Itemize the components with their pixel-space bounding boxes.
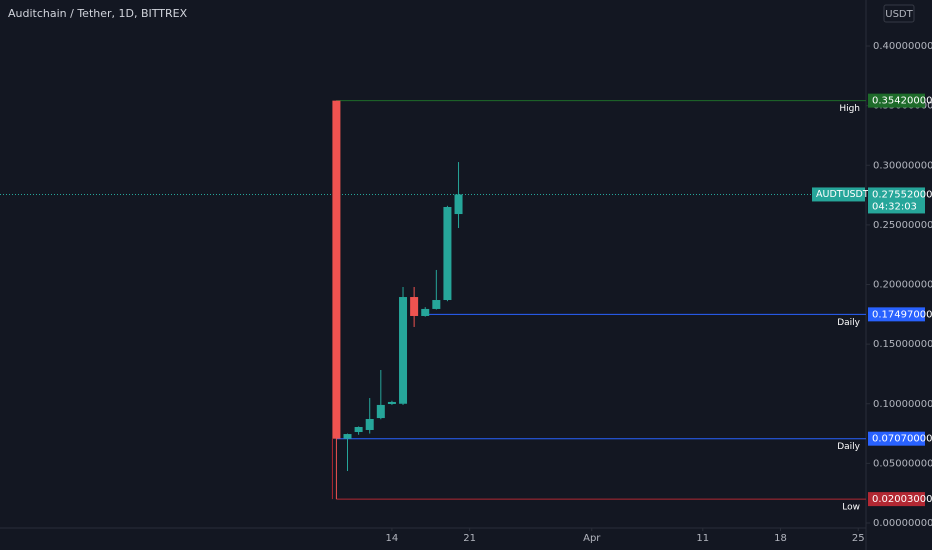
y-tick-label: 0.10000000 — [873, 399, 932, 410]
x-tick-label: Apr — [583, 533, 601, 544]
candle-body — [432, 300, 441, 309]
level-price-label: 0.35420000 — [872, 96, 932, 107]
x-tick-label: 25 — [852, 533, 865, 544]
y-tick-label: 0.40000000 — [873, 41, 932, 52]
candle-body — [454, 194, 463, 215]
y-tick-label: 0.25000000 — [873, 220, 932, 231]
countdown-label: 04:32:03 — [872, 201, 917, 212]
x-tick-label: 11 — [696, 533, 709, 544]
candle-body — [443, 207, 452, 301]
level-price-label: 0.07070000 — [872, 434, 932, 445]
x-tick-label: 14 — [386, 533, 399, 544]
candle-body — [354, 427, 363, 433]
candle-body — [343, 434, 352, 439]
y-tick-label: 0.00000000 — [873, 518, 932, 529]
x-tick-label: 21 — [463, 533, 476, 544]
candle-body — [332, 100, 341, 439]
chart-title: Auditchain / Tether, 1D, BITTREX — [8, 7, 188, 20]
symbol-box — [812, 187, 865, 202]
symbol-label: AUDTUSDT — [816, 189, 869, 200]
level-price-label: 0.17497000 — [872, 309, 932, 320]
y-tick-label: 0.15000000 — [873, 339, 932, 350]
level-price-box — [868, 431, 925, 446]
y-tick-label: 0.30000000 — [873, 160, 932, 171]
candle-body — [399, 297, 408, 404]
candle-body — [365, 419, 374, 430]
y-tick-label: 0.05000000 — [873, 458, 932, 469]
candle-body — [376, 404, 385, 419]
currency-button[interactable] — [883, 4, 915, 23]
level-name: Low — [842, 503, 860, 513]
candle-body — [421, 308, 430, 316]
x-tick-label: 18 — [774, 533, 787, 544]
level-price-box — [868, 93, 925, 108]
y-tick-label: 0.20000000 — [873, 280, 932, 291]
level-price-box — [868, 492, 925, 507]
currency-label[interactable]: USDT — [885, 9, 913, 20]
candle-body — [410, 297, 419, 316]
last-price-box — [868, 187, 925, 214]
last-price-label: 0.27552000 — [872, 189, 932, 200]
level-name: High — [839, 104, 860, 114]
level-price-box — [868, 307, 925, 322]
candle-body — [387, 401, 396, 404]
level-name: Daily — [837, 318, 860, 328]
level-name: Daily — [837, 442, 860, 452]
level-price-label: 0.02003000 — [872, 494, 932, 505]
